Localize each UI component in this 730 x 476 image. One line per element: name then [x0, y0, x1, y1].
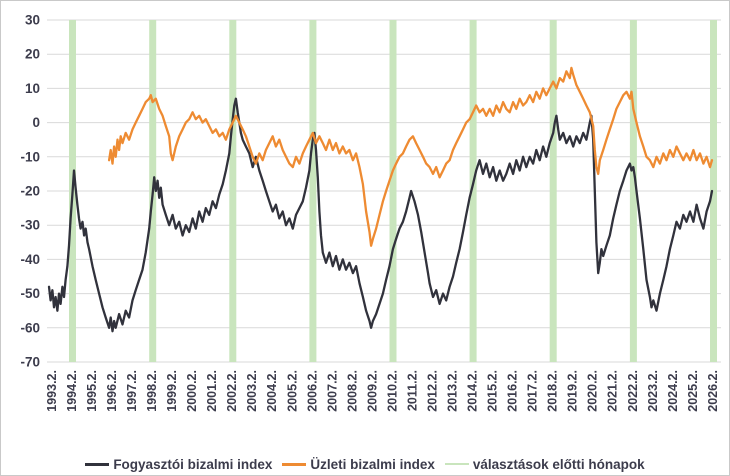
x-tick-label: 2004.2.	[265, 370, 279, 412]
x-tick-label: 2006.2.	[305, 370, 319, 412]
legend-label-election-months: választások előtti hónapok	[472, 456, 645, 472]
legend-label-consumer: Fogyasztói bizalmi index	[113, 456, 273, 472]
x-tick-label: 1997.2.	[125, 370, 139, 412]
election-band	[389, 20, 397, 362]
x-tick-label: 1995.2.	[85, 370, 99, 412]
confidence-chart: 30 20 10 0 -10 -20 -30 -40 -50 -60 -70 1993.2. 1994.…	[20, 13, 721, 412]
election-band	[710, 20, 717, 362]
x-tick-label: 1999.2.	[165, 370, 179, 412]
x-tick-label: 2023.2.	[646, 370, 660, 412]
y-tick-label: -50	[20, 286, 40, 301]
y-tick-label: -60	[20, 320, 40, 335]
x-tick-label: 2009.2.	[365, 370, 379, 412]
x-tick-label: 1994.2.	[65, 370, 79, 412]
x-tick-label: 2025.2.	[686, 370, 700, 412]
legend-label-business: Üzleti bizalmi index	[310, 456, 435, 472]
x-tick-label: 2002.2.	[225, 370, 239, 412]
x-tick-label: 1998.2.	[145, 370, 159, 412]
x-tick-label: 2022.2.	[626, 370, 640, 412]
x-tick-label: 2026.2.	[706, 370, 720, 412]
x-tick-label: 1993.2.	[45, 370, 59, 412]
business-line-swatch	[282, 462, 307, 466]
x-tick-label: 1996.2.	[105, 370, 119, 412]
x-tick-label: 2013.2.	[446, 370, 460, 412]
y-tick-label: -30	[20, 218, 40, 233]
y-tick-label: 20	[25, 47, 40, 62]
x-tick-label: 2024.2.	[666, 370, 680, 412]
x-tick-label: 2001.2.	[205, 370, 219, 412]
x-tick-label: 2003.2.	[245, 370, 259, 412]
y-tick-label: -10	[20, 149, 40, 164]
election-band	[229, 20, 237, 362]
y-tick-label: -40	[20, 252, 40, 267]
legend-item-consumer: Fogyasztói bizalmi index	[85, 457, 272, 472]
y-tick-label: -20	[20, 184, 40, 199]
consumer-line-swatch	[85, 462, 110, 466]
x-tick-label: 2000.2.	[185, 370, 199, 412]
x-tick-label: 2017.2.	[526, 370, 540, 412]
x-tick-label: 2011.2.	[405, 370, 419, 411]
y-tick-label: 0	[32, 115, 40, 130]
x-tick-label: 2012.2.	[426, 370, 440, 412]
x-tick-label: 2010.2.	[385, 370, 399, 412]
x-tick-label: 2016.2.	[506, 370, 520, 412]
x-tick-label: 2007.2.	[325, 370, 339, 412]
chart-legend: Fogyasztói bizalmi index Üzleti bizalmi …	[1, 449, 729, 475]
legend-item-business: Üzleti bizalmi index	[282, 457, 435, 472]
x-tick-label: 2005.2.	[285, 370, 299, 412]
x-tick-label: 2015.2.	[486, 370, 500, 412]
consumer-confidence-line	[47, 97, 714, 333]
election-band	[629, 20, 637, 362]
x-tick-label: 2019.2.	[566, 370, 580, 412]
y-tick-label: 30	[25, 13, 40, 28]
election-band	[469, 20, 477, 362]
election-months-swatch	[444, 463, 469, 465]
y-tick-label: 10	[25, 81, 40, 96]
x-tick-label: 2008.2.	[345, 370, 359, 412]
election-band	[309, 20, 317, 362]
x-tick-label: 2018.2.	[546, 370, 560, 412]
election-band	[549, 20, 557, 362]
legend-item-election-months: választások előtti hónapok	[444, 456, 645, 472]
y-tick-label: -70	[20, 355, 40, 370]
business-confidence-line	[107, 66, 714, 247]
x-tick-label: 2021.2.	[606, 370, 620, 412]
x-tick-label: 2014.2.	[466, 370, 480, 412]
x-tick-label: 2020.2.	[586, 370, 600, 412]
